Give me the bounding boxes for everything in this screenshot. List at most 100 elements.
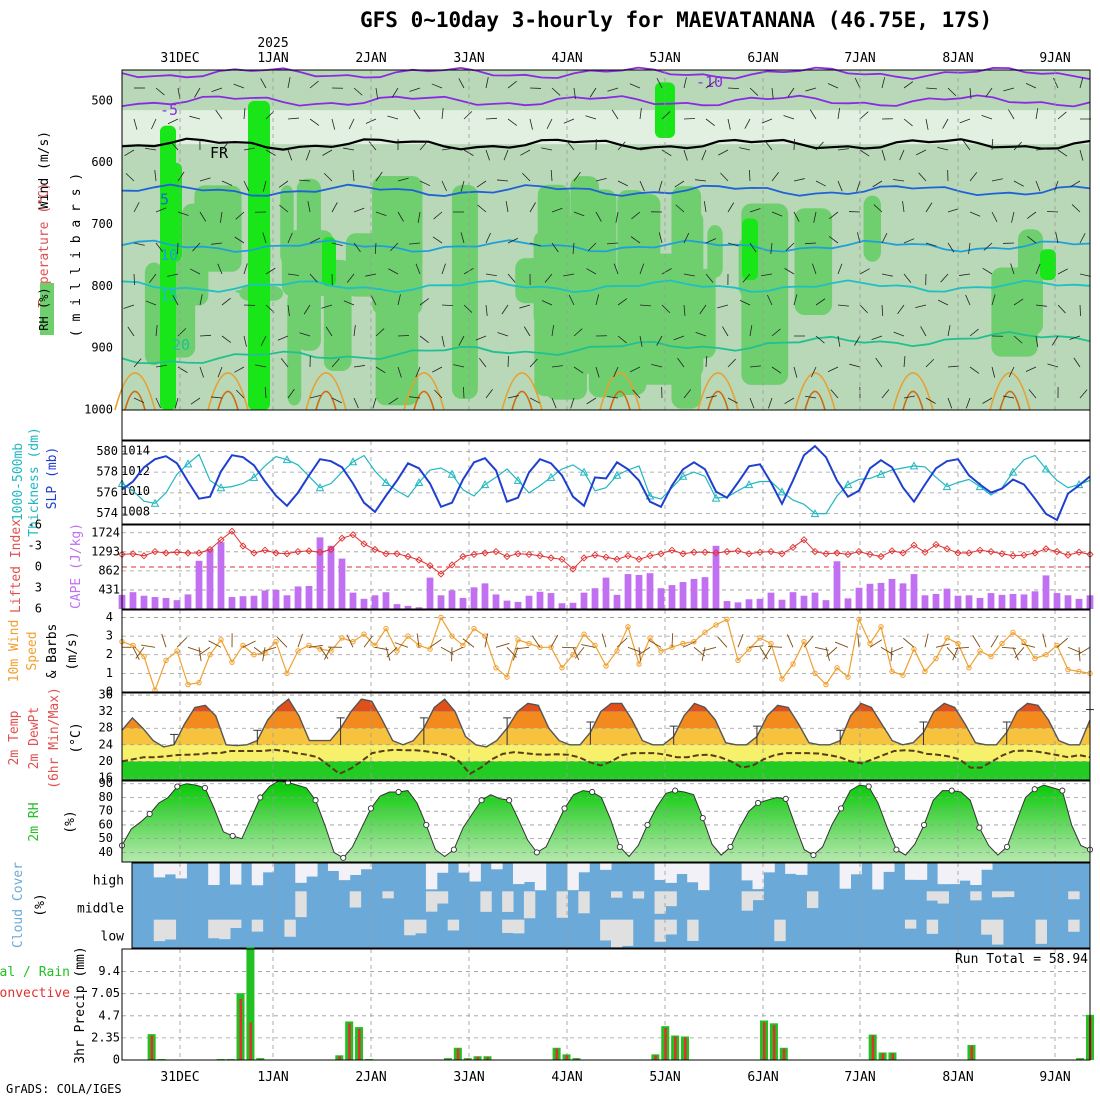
wind-barb [208,640,222,648]
tick-label: 16 [99,770,113,784]
wind-barb [829,211,839,220]
cloud-gap-cell [306,863,318,877]
warm-contour [501,372,543,411]
rh-marker [395,788,402,796]
wind-speed-marker [405,633,411,639]
wind-barb [705,355,708,368]
precip-convective-bar [555,1048,559,1060]
cloud-gap-cell [752,891,764,901]
wind-barb [434,389,443,399]
wind-barb [661,111,671,120]
warm-contour [207,372,249,411]
precip-convective-bar [674,1036,677,1060]
axis-label-temp-b: 2m DewPt [27,707,42,770]
cloud-gap-cell [806,891,819,909]
wind-speed-marker [581,631,587,637]
wind-barb [432,366,443,373]
wind-barb [1014,646,1025,659]
wind-barb [770,242,773,254]
wind-barb [1035,148,1047,151]
wind-barb [759,647,768,660]
thickness-marker [645,491,655,500]
wind-barb [133,397,145,404]
wind-barb [899,149,905,161]
cloud-gap-cell [687,919,699,941]
cape-bar [426,577,434,609]
wind-barb [305,149,311,161]
wind-barb [722,326,729,337]
wind-barb [587,242,597,252]
warm-contour [794,372,836,411]
cape-bar [745,599,753,609]
rh-marker [506,797,513,804]
wind-barb [388,268,399,275]
tick-label: 32 [99,704,113,718]
warm-contour [114,372,156,411]
cloud-gap-cell [676,863,688,875]
wind-barb [881,273,893,277]
rh-marker [367,805,374,812]
lifted-index-marker [558,555,566,563]
wind-barb [942,118,949,129]
wind-barb [573,366,584,374]
lifted-index-marker [162,549,170,557]
wind-barb [683,304,686,316]
cape-bar [195,560,203,609]
rh-marker [478,797,485,804]
tick-label: 574 [96,506,118,520]
cloud-gap-cell [458,863,470,873]
precip-total-bar [246,947,255,1060]
cloud-gap-cell [447,919,460,931]
tick-label: 28 [99,721,113,735]
wind-barb [155,207,167,213]
rh-moist-patch [194,185,242,272]
cape-bar [492,594,500,609]
isotherm-line [121,331,1091,365]
lifted-index-marker [206,545,214,554]
wind-barb [363,635,373,648]
lifted-index-marker [690,548,698,556]
tick-label: 80 [99,790,113,804]
lifted-index-marker [184,549,192,557]
panel-frame [121,609,1091,693]
wind-barb [133,202,140,213]
axis-label-wind-a: 10m Wind [7,620,22,683]
wind-barb [586,268,597,275]
thickness-marker [183,459,193,468]
wind-barb [217,366,223,378]
lifted-index-marker [976,546,984,554]
thickness-marker [414,477,424,486]
axis-label-li: Lifted Index [9,519,24,613]
cloud-gap-cell [491,863,503,870]
tick-label: 862 [98,563,120,577]
tick-label: 700 [91,217,113,231]
cape-bar [525,595,533,609]
wind-barb [1026,211,1037,219]
wind-speed-marker [702,629,708,636]
wind-barb [859,149,870,157]
lifted-index-marker [228,527,236,535]
wind-barb [375,171,383,182]
cloud-gap-cell [937,891,949,904]
wind-barb [786,634,794,648]
wind-speed-marker [196,679,202,686]
cloud-gap-cell [338,863,351,881]
cloud-gap-cell [970,863,982,886]
cape-bar [657,588,665,609]
cape-bar [162,597,170,609]
precip-panel: 0 2.35 4.7 7.05 9.4 Run Total = 58.94 Total / … [0,946,1094,1067]
cloud-gap-cell [665,919,677,935]
wind-barb [991,138,994,151]
wind-barb [947,242,955,253]
lifted-index-marker [173,548,181,556]
wind-barb [297,633,303,648]
wind-barb [1077,646,1091,655]
wind-barb [705,118,715,127]
wind-barb [869,639,883,648]
wind-speed-marker [713,622,719,628]
precip-convective-bar [970,1045,973,1060]
wind-barb [854,335,861,346]
wind-barb [199,211,207,222]
wind-barb [199,334,212,337]
wind-barb [727,358,736,368]
